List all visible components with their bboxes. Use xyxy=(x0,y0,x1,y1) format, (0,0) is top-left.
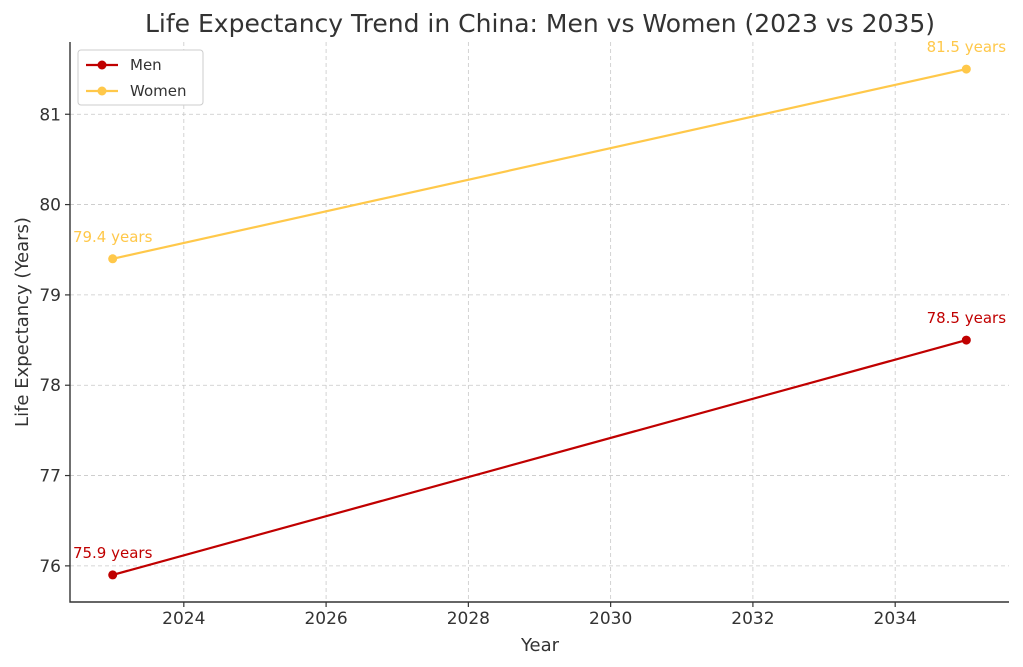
legend-label-men: Men xyxy=(130,56,162,74)
y-tick-label: 79 xyxy=(39,286,61,306)
data-point-men xyxy=(108,570,118,580)
y-tick-label: 77 xyxy=(39,467,61,487)
x-axis-label: Year xyxy=(520,635,560,656)
data-point-women xyxy=(108,254,118,264)
data-point-women xyxy=(961,64,971,74)
legend-item-men: Men xyxy=(86,56,162,74)
legend-swatch-marker-women xyxy=(97,86,107,96)
legend-label-women: Women xyxy=(130,82,186,100)
series-layer: 75.9 years 78.5 years 79.4 years 81.5 years xyxy=(73,38,1007,580)
y-tick-label: 81 xyxy=(39,105,61,125)
data-label-women: 79.4 years xyxy=(73,228,153,246)
plot-axes xyxy=(69,42,1009,603)
x-axis-ticks: 2024 2026 2028 2030 2032 2034 xyxy=(162,602,917,629)
data-label-men: 78.5 years xyxy=(927,309,1007,327)
series-men: 75.9 years 78.5 years xyxy=(73,309,1007,580)
y-tick-label: 78 xyxy=(39,376,61,396)
x-tick-label: 2028 xyxy=(447,609,490,629)
y-axis-ticks: 76 77 78 79 80 81 xyxy=(39,105,70,577)
grid-lines xyxy=(70,42,1009,602)
data-point-men xyxy=(961,335,971,345)
x-tick-label: 2034 xyxy=(874,609,917,629)
legend: Men Women xyxy=(77,49,204,106)
data-label-women: 81.5 years xyxy=(927,38,1007,56)
x-tick-label: 2026 xyxy=(304,609,347,629)
y-axis-label: Life Expectancy (Years) xyxy=(12,217,33,427)
x-tick-label: 2024 xyxy=(162,609,205,629)
x-tick-label: 2032 xyxy=(731,609,774,629)
chart-title: Life Expectancy Trend in China: Men vs W… xyxy=(145,9,935,38)
y-tick-label: 80 xyxy=(39,196,61,216)
y-tick-label: 76 xyxy=(39,557,61,577)
x-tick-label: 2030 xyxy=(589,609,632,629)
legend-item-women: Women xyxy=(86,82,186,100)
series-line-men xyxy=(112,339,967,576)
data-label-men: 75.9 years xyxy=(73,544,153,562)
legend-swatch-marker-men xyxy=(97,60,107,70)
series-line-women xyxy=(112,68,967,260)
series-women: 79.4 years 81.5 years xyxy=(73,38,1007,264)
